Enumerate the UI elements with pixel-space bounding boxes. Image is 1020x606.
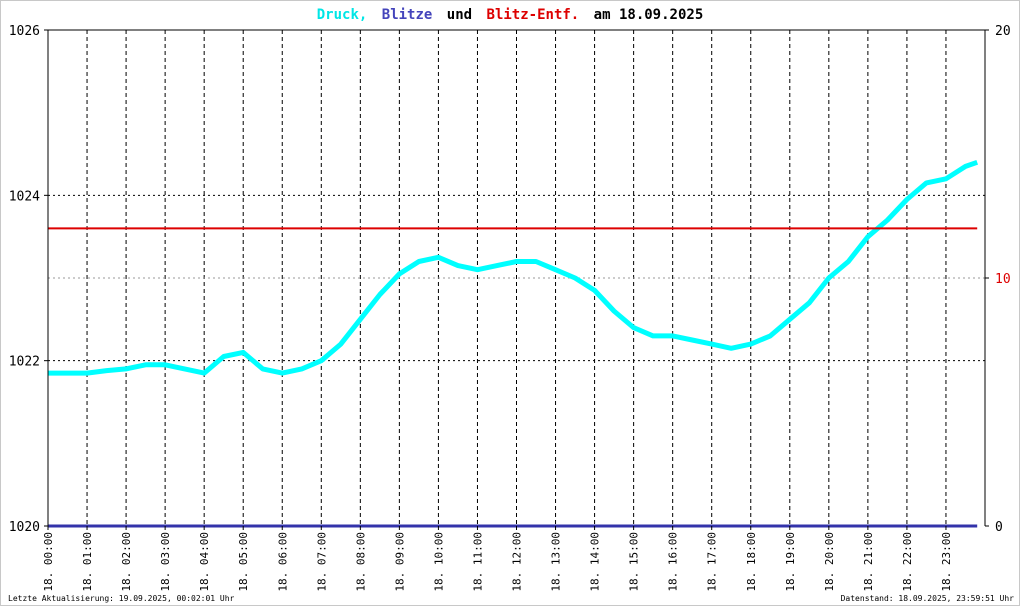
x-tick-label: 18. 12:00 [511,532,524,592]
title-and: und [447,7,472,23]
x-tick-label: 18. 09:00 [393,532,406,592]
x-tick-label: 18. 02:00 [120,532,133,592]
footer-data-state: Datenstand: 18.09.2025, 23:59:51 Uhr [841,594,1015,603]
x-tick-label: 18. 22:00 [901,532,914,592]
x-tick-label: 18. 07:00 [315,532,328,592]
x-tick-label: 18. 21:00 [862,532,875,592]
x-tick-label: 18. 11:00 [471,532,484,592]
series-layer [48,159,979,528]
x-tick-label: 18. 14:00 [589,532,602,592]
title-distance: Blitz-Entf. [487,7,580,23]
x-tick-label: 18. 15:00 [628,532,641,592]
x-tick-label: 18. 03:00 [159,532,172,592]
footer-last-update: Letzte Aktualisierung: 19.09.2025, 00:02… [8,594,235,603]
x-tick-label: 18. 19:00 [784,532,797,592]
y-right-tick-label: 10 [995,272,1011,287]
y-right-tick-label: 20 [995,24,1011,39]
y-right-tick-label: 0 [995,520,1003,535]
title-pressure: Druck, [317,7,368,23]
x-tick-label: 18. 00:00 [42,532,55,592]
x-tick-label: 18. 23:00 [940,532,953,592]
x-tick-label: 18. 01:00 [81,532,94,592]
x-tick-label: 18. 17:00 [706,532,719,592]
grid-lines [48,30,985,526]
x-tick-label: 18. 06:00 [276,532,289,592]
x-tick-label: 18. 13:00 [550,532,563,592]
y-left-tick-label: 1020 [9,520,40,535]
axes [44,29,989,530]
x-tick-label: 18. 04:00 [198,532,211,592]
x-tick-label: 18. 08:00 [354,532,367,592]
title-date: am 18.09.2025 [594,7,704,23]
x-tick-label: 18. 10:00 [432,532,445,592]
y-left-tick-label: 1024 [9,189,40,204]
chart-title: Druck, Blitze und Blitz-Entf. am 18.09.2… [317,7,704,23]
y-left-tick-label: 1026 [9,24,40,39]
series-pressure-line [48,159,979,376]
title-lightning: Blitze [382,7,433,23]
x-tick-label: 18. 20:00 [823,532,836,592]
y-left-tick-label: 1022 [9,355,40,370]
x-tick-label: 18. 16:00 [667,532,680,592]
x-tick-label: 18. 05:00 [237,532,250,592]
x-tick-label: 18. 18:00 [745,532,758,592]
